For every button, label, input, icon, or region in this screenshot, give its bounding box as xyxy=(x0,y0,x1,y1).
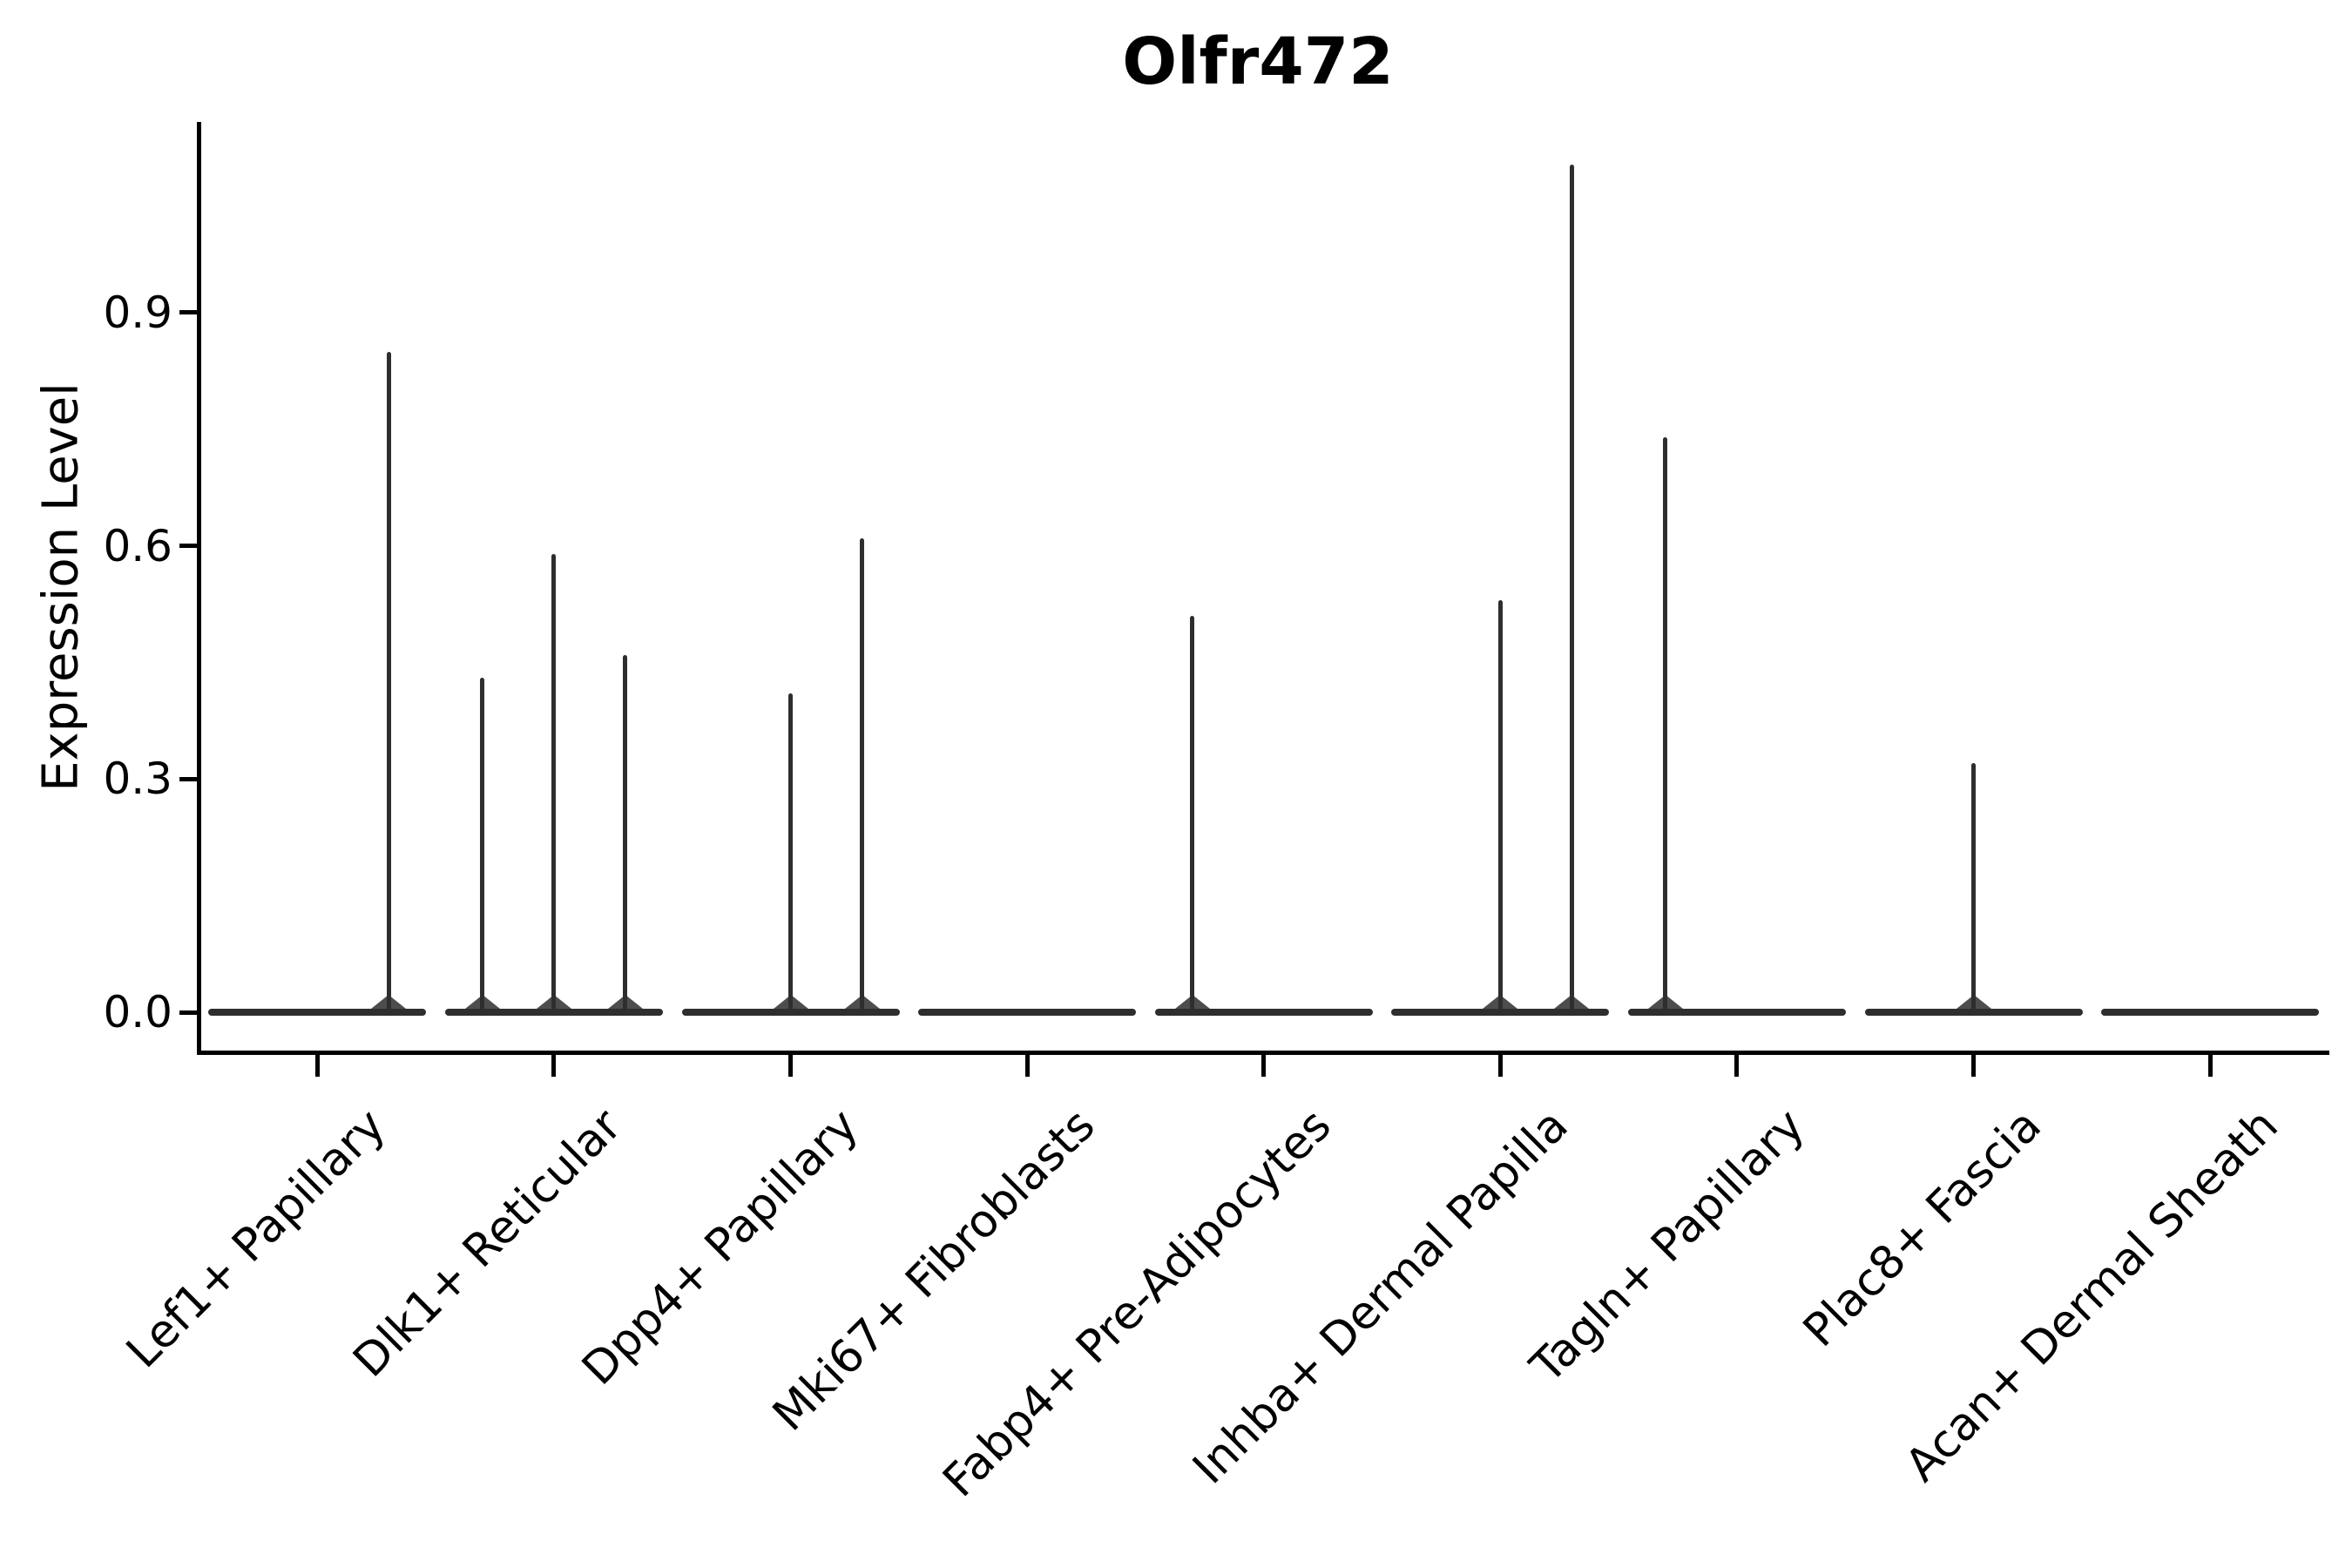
y-tick-mark xyxy=(179,310,198,315)
violin-spike xyxy=(1190,615,1195,1010)
x-tick-mark xyxy=(2207,1055,2213,1077)
x-tick-mark xyxy=(1261,1055,1267,1077)
violin-baseline xyxy=(1391,1009,1610,1016)
x-tick-mark xyxy=(314,1055,320,1077)
violin-spike-flare xyxy=(536,995,571,1009)
violin-spike xyxy=(1569,165,1574,1010)
violin-baseline xyxy=(444,1009,663,1016)
violin-baseline xyxy=(208,1009,427,1016)
x-tick-mark xyxy=(1971,1055,1976,1077)
violin-baseline xyxy=(1154,1009,1373,1016)
violin-baseline xyxy=(2101,1009,2320,1016)
x-tick-mark xyxy=(788,1055,793,1077)
x-tick-label: Inhba+ Dermal Papilla xyxy=(1183,1099,1578,1495)
violin-spike xyxy=(1497,600,1503,1010)
y-tick-label: 0.6 xyxy=(103,520,172,571)
violin-spike-flare xyxy=(844,995,880,1009)
violin-spike xyxy=(480,678,485,1010)
violin-spike xyxy=(551,553,557,1010)
violin-spike-flare xyxy=(1956,995,1991,1009)
x-axis-spine xyxy=(197,1051,2329,1055)
violin-spike-flare xyxy=(1483,995,1518,1009)
x-tick-label: Plac8+ Fascia xyxy=(1794,1099,2051,1357)
violin-spike-flare xyxy=(1554,995,1590,1009)
violin-baseline xyxy=(1864,1009,2083,1016)
y-axis-spine xyxy=(197,122,201,1052)
x-tick-label: Fabp4+ Pre-Adipocytes xyxy=(933,1099,1342,1508)
chart-title: Olfr472 xyxy=(1122,24,1394,99)
x-tick-mark xyxy=(1024,1055,1030,1077)
violin-spike-flare xyxy=(607,995,643,1009)
y-tick-label: 0.0 xyxy=(103,987,172,1037)
violin-spike-flare xyxy=(773,995,808,1009)
violin-spike xyxy=(623,654,628,1010)
violin-spike xyxy=(1971,763,1976,1010)
violin-baseline xyxy=(681,1009,900,1016)
x-tick-label: Lef1+ Papillary xyxy=(116,1099,395,1379)
violin-spike xyxy=(1663,436,1668,1010)
violin-spike xyxy=(860,537,865,1010)
x-tick-mark xyxy=(1497,1055,1503,1077)
y-tick-mark xyxy=(179,776,198,781)
violin-spike xyxy=(386,351,391,1010)
y-tick-label: 0.9 xyxy=(103,287,172,338)
y-tick-mark xyxy=(179,1010,198,1015)
violin-spike-flare xyxy=(1647,995,1683,1009)
violin-spike xyxy=(788,693,793,1010)
violin-spike-flare xyxy=(1174,995,1210,1009)
y-tick-mark xyxy=(179,544,198,549)
violin-spike-flare xyxy=(371,995,407,1009)
violin-baseline xyxy=(918,1009,1137,1016)
y-tick-label: 0.3 xyxy=(103,754,172,805)
violin-spike-flare xyxy=(464,995,500,1009)
x-tick-mark xyxy=(551,1055,557,1077)
y-axis-title: Expression Level xyxy=(32,382,90,792)
violin-baseline xyxy=(1627,1009,1846,1016)
x-tick-mark xyxy=(1734,1055,1740,1077)
